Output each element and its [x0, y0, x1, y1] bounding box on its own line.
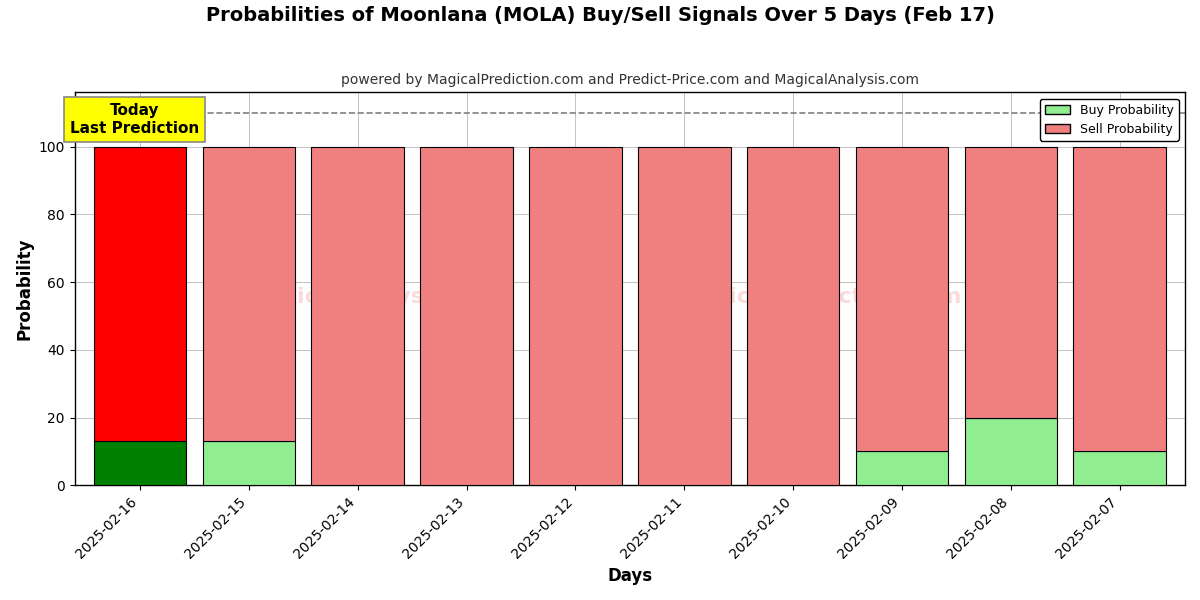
Bar	[1074, 451, 1166, 485]
Bar	[203, 441, 295, 485]
Bar	[203, 146, 295, 441]
Bar	[965, 418, 1057, 485]
Bar	[312, 146, 404, 485]
Title: powered by MagicalPrediction.com and Predict-Price.com and MagicalAnalysis.com: powered by MagicalPrediction.com and Pre…	[341, 73, 919, 87]
Bar	[856, 146, 948, 451]
Text: Today
Last Prediction: Today Last Prediction	[70, 103, 199, 136]
Bar	[1074, 146, 1166, 451]
Bar	[420, 146, 512, 485]
Bar	[965, 146, 1057, 418]
Bar	[638, 146, 731, 485]
Bar	[856, 451, 948, 485]
Text: Probabilities of Moonlana (MOLA) Buy/Sell Signals Over 5 Days (Feb 17): Probabilities of Moonlana (MOLA) Buy/Sel…	[205, 6, 995, 25]
Bar	[94, 146, 186, 441]
Y-axis label: Probability: Probability	[16, 238, 34, 340]
Text: MagicalPrediction.com: MagicalPrediction.com	[676, 287, 961, 307]
Text: MagicalAnalysis.com: MagicalAnalysis.com	[244, 287, 505, 307]
Legend: Buy Probability, Sell Probability: Buy Probability, Sell Probability	[1040, 98, 1178, 141]
X-axis label: Days: Days	[607, 567, 653, 585]
Bar	[529, 146, 622, 485]
Bar	[94, 441, 186, 485]
Bar	[746, 146, 839, 485]
